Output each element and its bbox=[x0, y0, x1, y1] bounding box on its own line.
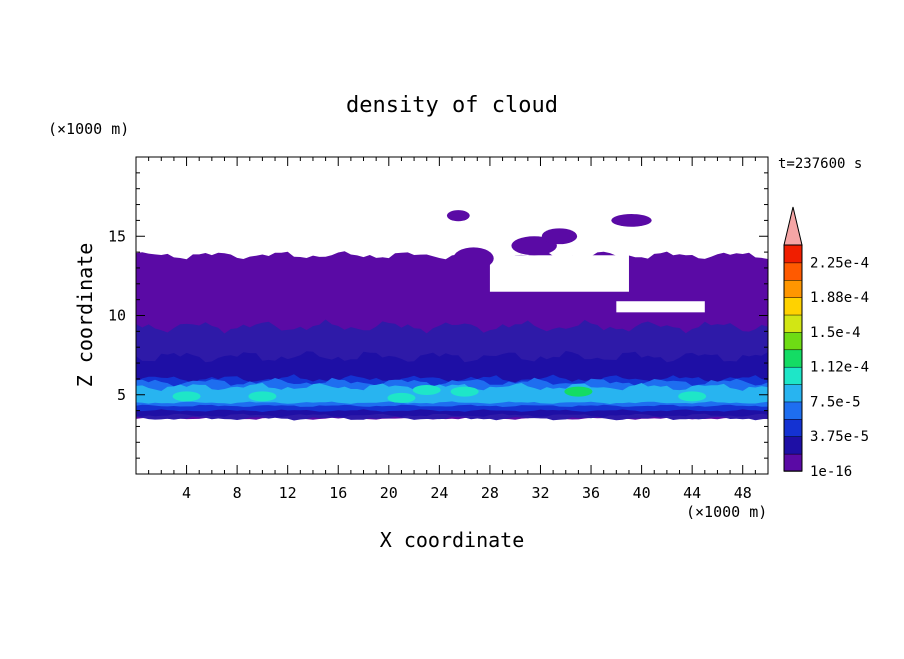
colorbar-swatch bbox=[783, 401, 803, 420]
density-hotspot bbox=[387, 392, 416, 403]
y-tick-label: 10 bbox=[108, 307, 126, 325]
colorbar-label: 3.75e-5 bbox=[810, 429, 869, 445]
contour-field bbox=[136, 210, 768, 421]
cloud-cell bbox=[453, 247, 494, 270]
x-tick-label: 8 bbox=[233, 484, 242, 502]
colorbar-label: 7.5e-5 bbox=[810, 394, 861, 410]
chart-title: density of cloud bbox=[346, 93, 558, 118]
density-hotspot bbox=[248, 391, 277, 402]
colorbar-swatch bbox=[783, 418, 803, 437]
x-tick-label: 48 bbox=[734, 484, 752, 502]
x-tick-label: 28 bbox=[481, 484, 499, 502]
x-tick-label: 44 bbox=[683, 484, 701, 502]
y-axis-label: Z coordinate bbox=[73, 243, 97, 388]
colorbar-frame bbox=[783, 244, 803, 472]
x-tick-label: 16 bbox=[329, 484, 347, 502]
colorbar-label: 1.12e-4 bbox=[810, 360, 869, 376]
colorbar-label: 2.25e-4 bbox=[810, 255, 869, 271]
colorbar: 1e-16 3.75e-5 7.5e-5 1.12e-4 1.5e-4 1.88e-4 2.… bbox=[783, 206, 869, 480]
colorbar-extend-arrow bbox=[783, 206, 803, 246]
time-label: t=237600 s bbox=[778, 156, 862, 172]
colorbar-swatch bbox=[783, 453, 803, 472]
x-tick-label: 4 bbox=[182, 484, 191, 502]
x-axis-label: X coordinate bbox=[380, 528, 525, 552]
x-tick-label: 32 bbox=[531, 484, 549, 502]
x-tick-label: 20 bbox=[380, 484, 398, 502]
y-unit-label: (×1000 m) bbox=[48, 120, 129, 138]
colorbar-swatch bbox=[783, 244, 803, 264]
cloud-cell bbox=[611, 214, 652, 227]
colorbar-swatch bbox=[783, 314, 803, 333]
y-tick-label: 15 bbox=[108, 227, 126, 245]
colorbar-label: 1.5e-4 bbox=[810, 325, 861, 341]
clear-patch bbox=[616, 301, 705, 313]
cloud-cell bbox=[446, 210, 470, 222]
x-tick-label: 36 bbox=[582, 484, 600, 502]
colorbar-swatch bbox=[783, 349, 803, 368]
colorbar-swatch bbox=[783, 366, 803, 385]
colorbar-swatch bbox=[783, 331, 803, 351]
density-hotspot bbox=[564, 386, 593, 397]
density-hotspot bbox=[172, 391, 201, 402]
clear-patch bbox=[489, 255, 629, 292]
colorbar-swatch bbox=[783, 262, 803, 281]
density-hotspot bbox=[412, 384, 441, 395]
x-tick-label: 40 bbox=[633, 484, 651, 502]
colorbar-swatch bbox=[783, 279, 803, 298]
x-tick-label: 24 bbox=[430, 484, 448, 502]
colorbar-label: 1e-16 bbox=[810, 464, 852, 480]
colorbar-swatch bbox=[783, 435, 803, 455]
colorbar-label: 1.88e-4 bbox=[810, 290, 869, 306]
x-unit-label: (×1000 m) bbox=[686, 503, 767, 521]
cloud-cell bbox=[541, 228, 578, 245]
colorbar-swatch bbox=[783, 383, 803, 403]
x-tick-label: 12 bbox=[279, 484, 297, 502]
y-tick-label: 5 bbox=[117, 386, 126, 404]
colorbar-swatch bbox=[783, 296, 803, 316]
density-hotspot bbox=[678, 391, 707, 402]
density-hotspot bbox=[450, 386, 479, 397]
